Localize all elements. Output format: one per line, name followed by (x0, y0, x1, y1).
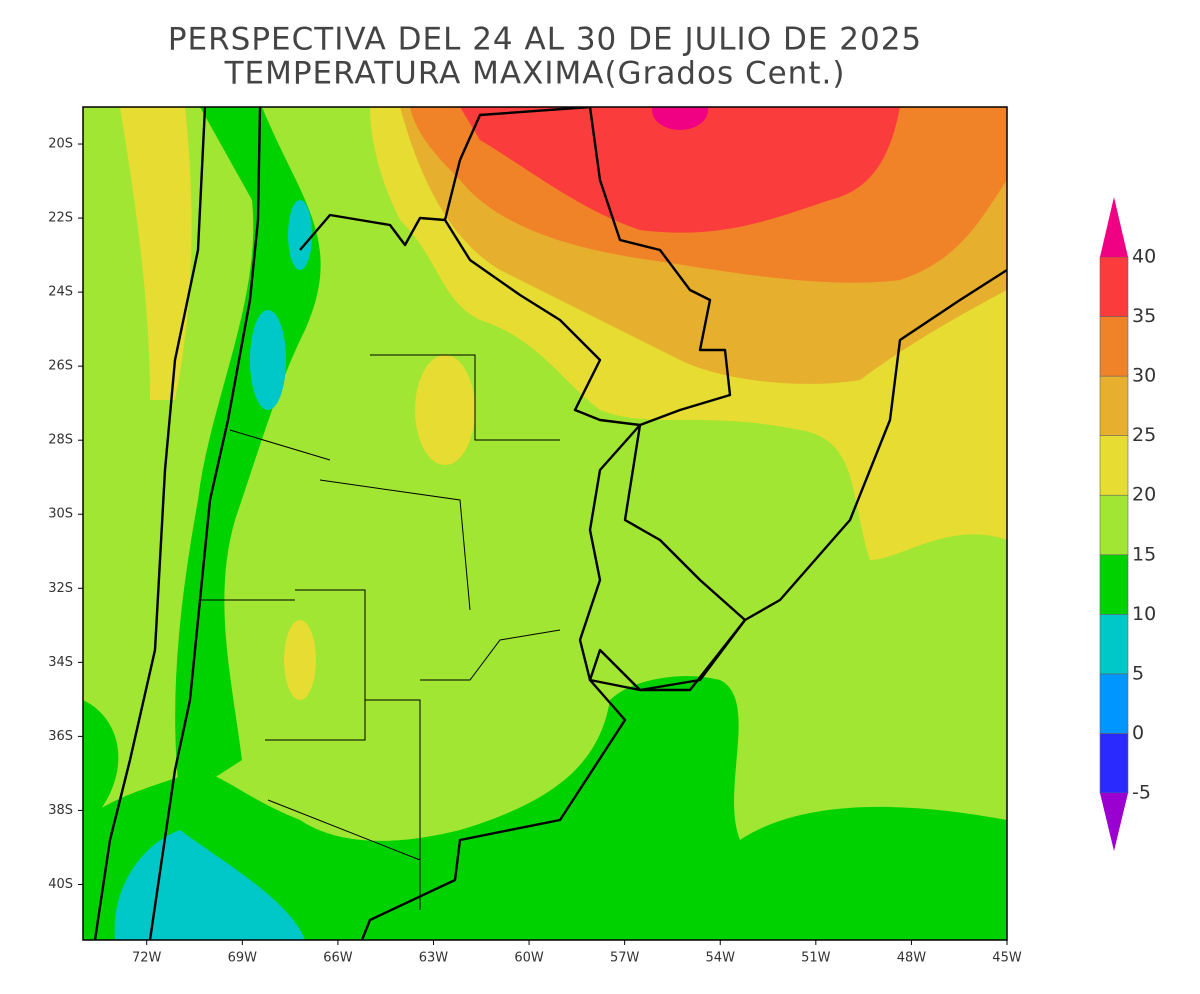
colorbar-box (1099, 554, 1129, 615)
colorbar-label: 10 (1132, 603, 1156, 625)
colorbar-box (1099, 614, 1129, 675)
map-area (83, 107, 1007, 940)
colorbar-box (1099, 733, 1129, 794)
x-tick-label: 54W (706, 951, 736, 966)
field (120, 107, 192, 400)
colorbar-under (1100, 793, 1128, 851)
x-tick-label: 69W (228, 951, 258, 966)
colorbar-box (1099, 673, 1129, 734)
x-tick-label: 66W (323, 951, 353, 966)
x-tick-label: 48W (897, 951, 927, 966)
colorbar-label: 35 (1132, 305, 1156, 327)
province-lines (200, 354, 561, 910)
field (83, 676, 1007, 940)
x-tick-label: 57W (610, 951, 640, 966)
colorbar-box (1099, 375, 1129, 436)
field (175, 107, 321, 800)
colorbar-over (1100, 197, 1128, 257)
y-tick-label: 26S (48, 359, 73, 374)
y-tick-label: 34S (48, 655, 73, 670)
colorbar-label: -5 (1132, 782, 1151, 804)
colorbar-label: 40 (1132, 246, 1156, 268)
field (460, 107, 900, 233)
field (652, 107, 708, 130)
y-tick-label: 40S (48, 877, 73, 892)
x-tick-label: 60W (514, 951, 544, 966)
y-tick-label: 20S (48, 137, 73, 152)
colorbar-box (1099, 256, 1129, 317)
colorbar-box (1099, 494, 1129, 556)
x-tick-label: 63W (419, 951, 449, 966)
y-tick-label: 28S (48, 433, 73, 448)
border (148, 107, 262, 940)
colorbar-box (1099, 316, 1129, 377)
field (415, 355, 475, 465)
x-tick-label: 72W (132, 951, 162, 966)
field (250, 310, 286, 410)
colorbar-label: 25 (1132, 424, 1156, 446)
colorbar-label: 30 (1132, 365, 1156, 387)
y-tick-label: 30S (48, 507, 73, 522)
colorbar-label: 0 (1132, 722, 1144, 744)
y-tick-label: 38S (48, 803, 73, 818)
colorbar-label: 15 (1132, 543, 1156, 565)
y-tick-label: 24S (48, 285, 73, 300)
border (93, 107, 207, 940)
y-tick-label: 22S (48, 211, 73, 226)
field (288, 200, 312, 270)
map-frame (82, 106, 1008, 941)
title: PERSPECTIVA DEL 24 AL 30 DE JULIO DE 202… (168, 22, 922, 58)
y-tick-label: 32S (48, 581, 73, 596)
subtitle: TEMPERATURA MAXIMA(Grados Cent.) (224, 56, 846, 92)
x-tick-label: 51W (801, 951, 831, 966)
field (284, 620, 316, 700)
y-tick-label: 36S (48, 729, 73, 744)
colorbar-label: 5 (1132, 662, 1144, 684)
border (299, 107, 732, 427)
field (83, 700, 119, 830)
colorbar-box (1099, 435, 1129, 496)
border (578, 423, 747, 692)
colorbar-label: 20 (1132, 484, 1156, 506)
x-tick-label: 45W (992, 951, 1022, 966)
